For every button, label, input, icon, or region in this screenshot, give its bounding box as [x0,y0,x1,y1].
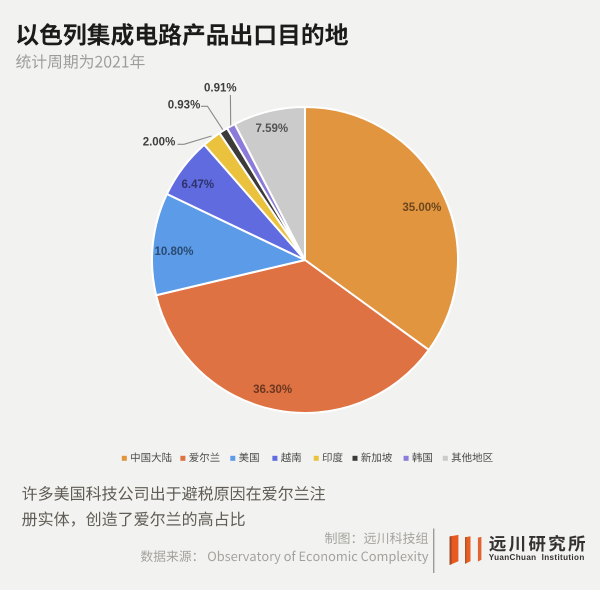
svg-text:0.93%: 0.93% [168,99,201,111]
svg-text:36.30%: 36.30% [253,384,292,396]
svg-text:2.00%: 2.00% [143,137,176,149]
svg-text:6.47%: 6.47% [181,179,214,191]
svg-text:10.80%: 10.80% [154,246,193,258]
svg-text:7.59%: 7.59% [255,123,288,135]
svg-text:35.00%: 35.00% [402,202,441,214]
svg-text:0.91%: 0.91% [204,83,237,95]
svg-text:YuanChuan Institution: YuanChuan Institution [489,553,585,562]
